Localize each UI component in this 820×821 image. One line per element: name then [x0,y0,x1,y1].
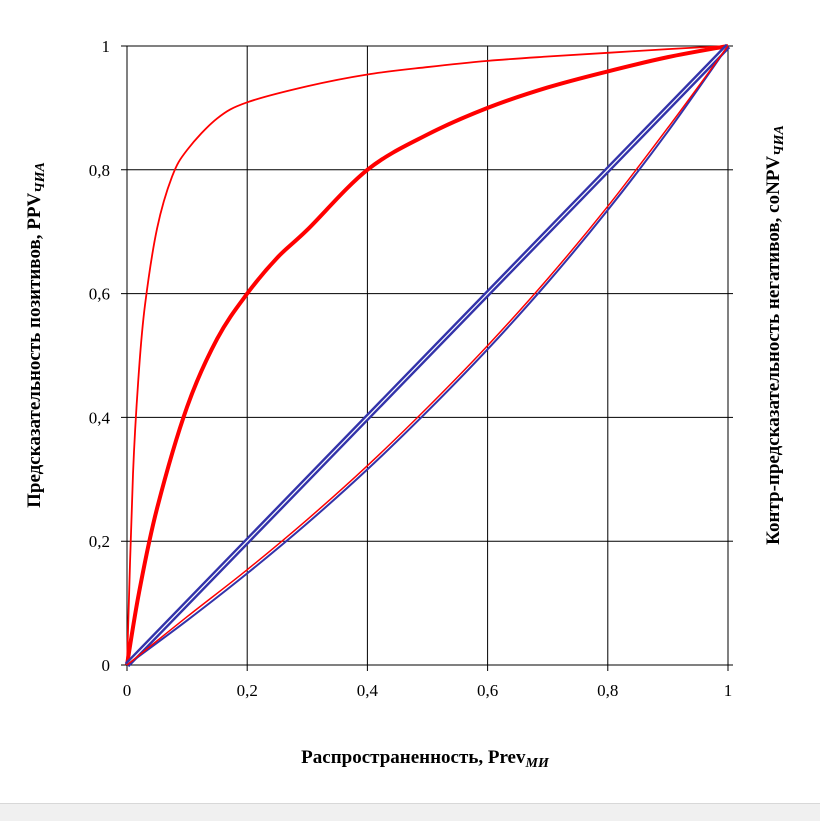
conpv-diagonal-inner [126,45,729,666]
y-axis-title: Предсказательность позитивов, PPVЧИА [24,162,48,508]
x-tick-label: 0,2 [237,681,258,700]
y2-axis-title: Контр-предсказательность негативов, coNP… [763,125,787,545]
y-tick-label: 0,8 [89,161,110,180]
ppv-curve-thick [125,44,729,666]
x-tick-label: 0,6 [477,681,498,700]
conpv-curve-lower [126,45,729,666]
x-tick-labels: 0 0,2 0,4 0,6 0,8 1 [123,681,733,700]
y-tick-labels: 0 0,2 0,4 0,6 0,8 1 [89,37,111,675]
y-tick-label: 0 [102,656,111,675]
grid [121,45,733,671]
window-bottom-strip [0,803,820,821]
x-tick-label: 0,8 [597,681,618,700]
y-tick-label: 1 [102,37,111,56]
ppv-curve-thin [126,45,729,666]
y-tick-label: 0,6 [89,285,110,304]
x-axis-title: Распространенность, PrevМИ [301,747,550,771]
y-tick-label: 0,4 [89,408,111,427]
y-tick-label: 0,2 [89,532,110,551]
x-tick-label: 1 [724,681,733,700]
x-tick-label: 0,4 [357,681,379,700]
ppv-curve-lower [126,45,729,666]
x-tick-label: 0 [123,681,132,700]
series-lines [124,43,731,668]
